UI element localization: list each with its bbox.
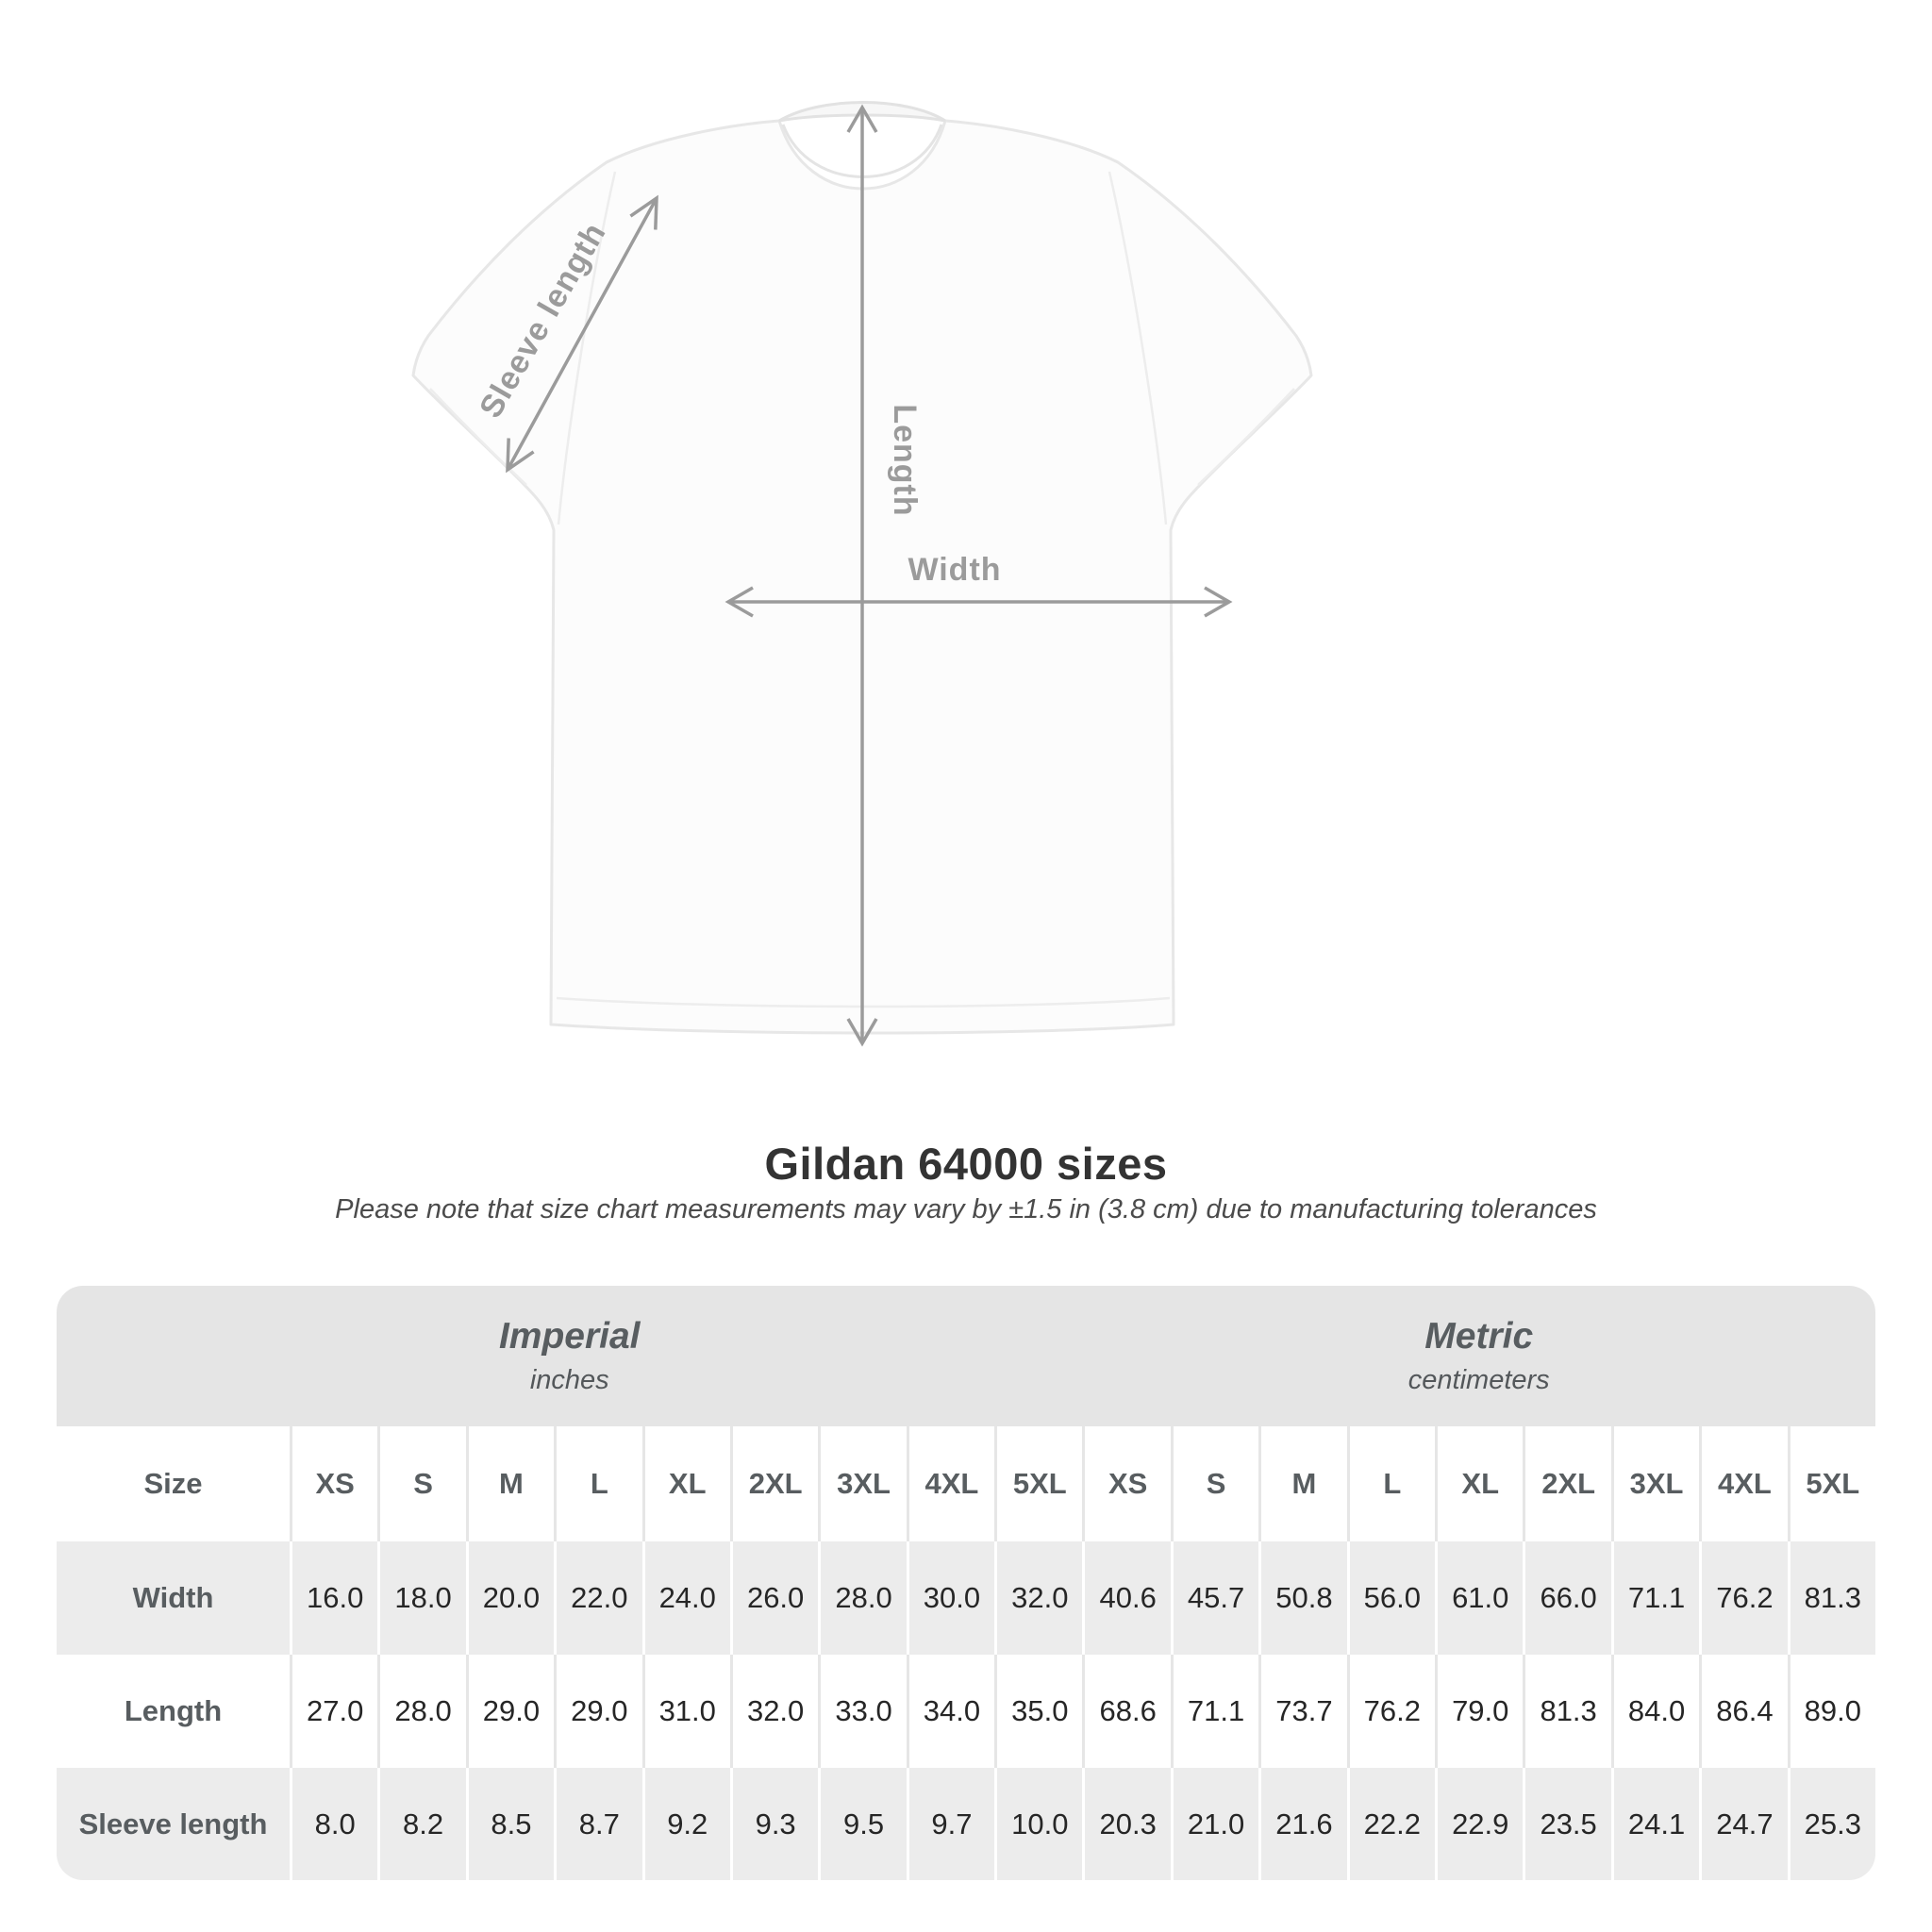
size-col-imperial-xl: XL (641, 1426, 730, 1541)
size-corner-label: Size (57, 1426, 290, 1541)
sleeve-length-metric-value: 25.3 (1787, 1768, 1875, 1880)
size-col-metric-m: M (1258, 1426, 1347, 1541)
left-armhole-seam (557, 171, 617, 525)
right-armhole-seam (1108, 171, 1168, 525)
sleeve-length-metric-value: 22.2 (1346, 1768, 1436, 1880)
sleeve-length-imperial-value: 8.7 (554, 1768, 642, 1880)
length-imperial-value: 29.0 (554, 1655, 642, 1768)
imperial-title: Imperial (498, 1316, 641, 1357)
size-col-metric-3xl: 3XL (1610, 1426, 1700, 1541)
width-metric-value: 66.0 (1523, 1541, 1611, 1655)
sleeve-length-metric-value: 22.9 (1435, 1768, 1524, 1880)
length-metric-value: 68.6 (1082, 1655, 1171, 1768)
size-col-imperial-xs: XS (290, 1426, 378, 1541)
size-table: Imperial inches Metric centimeters Size X… (57, 1286, 1875, 1880)
sleeve-length-imperial-value: 9.5 (818, 1768, 907, 1880)
length-metric-value: 73.7 (1258, 1655, 1347, 1768)
sleeve-length-metric-value: 24.7 (1699, 1768, 1788, 1880)
width-metric-value: 45.7 (1170, 1541, 1259, 1655)
length-label: Length (887, 404, 923, 516)
length-arrow (846, 104, 878, 1047)
width-imperial-value: 24.0 (641, 1541, 730, 1655)
width-label: Width (908, 552, 1001, 588)
sleeve-length-metric-value: 24.1 (1610, 1768, 1700, 1880)
sleeve-length-metric-value: 23.5 (1523, 1768, 1611, 1880)
length-metric-value: 89.0 (1787, 1655, 1875, 1768)
width-arrow (724, 586, 1233, 618)
row-label-width: Width (57, 1541, 290, 1655)
length-imperial-value: 31.0 (641, 1655, 730, 1768)
right-sleeve-hem (1197, 388, 1295, 486)
size-col-imperial-s: S (377, 1426, 466, 1541)
width-imperial-value: 22.0 (554, 1541, 642, 1655)
sleeve-length-imperial-value: 9.2 (641, 1768, 730, 1880)
width-metric-value: 81.3 (1787, 1541, 1875, 1655)
sleeve-length-imperial-value: 10.0 (994, 1768, 1083, 1880)
size-col-metric-2xl: 2XL (1523, 1426, 1611, 1541)
length-imperial-value: 29.0 (465, 1655, 555, 1768)
width-metric-value: 56.0 (1346, 1541, 1436, 1655)
size-col-metric-l: L (1346, 1426, 1436, 1541)
sleeve-length-imperial-value: 9.7 (906, 1768, 995, 1880)
width-metric-value: 40.6 (1082, 1541, 1171, 1655)
imperial-header: Imperial inches (57, 1286, 1083, 1426)
metric-title: Metric (1424, 1316, 1534, 1357)
size-col-metric-4xl: 4XL (1699, 1426, 1788, 1541)
metric-unit: centimeters (1407, 1365, 1550, 1395)
length-imperial-value: 34.0 (906, 1655, 995, 1768)
size-col-metric-xl: XL (1435, 1426, 1524, 1541)
width-metric-value: 76.2 (1699, 1541, 1788, 1655)
tolerance-note: Please note that size chart measurements… (335, 1194, 1597, 1224)
length-metric-value: 76.2 (1346, 1655, 1436, 1768)
length-imperial-value: 28.0 (377, 1655, 466, 1768)
size-col-imperial-l: L (554, 1426, 642, 1541)
length-imperial-value: 27.0 (290, 1655, 378, 1768)
metric-header: Metric centimeters (1082, 1286, 1875, 1426)
width-imperial-value: 16.0 (290, 1541, 378, 1655)
imperial-unit: inches (529, 1365, 609, 1395)
length-metric-value: 84.0 (1610, 1655, 1700, 1768)
sleeve-length-metric-value: 21.6 (1258, 1768, 1347, 1880)
row-label-sleeve-length: Sleeve length (57, 1768, 290, 1880)
page-title: Gildan 64000 sizes (764, 1139, 1168, 1189)
width-metric-value: 71.1 (1610, 1541, 1700, 1655)
length-imperial-value: 33.0 (818, 1655, 907, 1768)
width-imperial-value: 20.0 (465, 1541, 555, 1655)
length-metric-value: 86.4 (1699, 1655, 1788, 1768)
size-col-metric-s: S (1170, 1426, 1259, 1541)
length-imperial-value: 32.0 (729, 1655, 819, 1768)
tshirt-measurement-diagram: Sleeve length Length Width (411, 101, 1313, 1047)
width-imperial-value: 32.0 (994, 1541, 1083, 1655)
width-metric-value: 50.8 (1258, 1541, 1347, 1655)
width-metric-value: 61.0 (1435, 1541, 1524, 1655)
size-col-imperial-m: M (465, 1426, 555, 1541)
size-col-metric-5xl: 5XL (1787, 1426, 1875, 1541)
left-sleeve-hem (429, 388, 527, 486)
sleeve-length-imperial-value: 9.3 (729, 1768, 819, 1880)
sleeve-length-metric-value: 21.0 (1170, 1768, 1259, 1880)
size-col-imperial-2xl: 2XL (729, 1426, 819, 1541)
row-label-length: Length (57, 1655, 290, 1768)
size-col-imperial-5xl: 5XL (994, 1426, 1083, 1541)
length-metric-value: 81.3 (1523, 1655, 1611, 1768)
sleeve-length-imperial-value: 8.5 (465, 1768, 555, 1880)
sleeve-length-metric-value: 20.3 (1082, 1768, 1171, 1880)
length-metric-value: 79.0 (1435, 1655, 1524, 1768)
sleeve-length-arrow (506, 194, 658, 474)
sleeve-length-imperial-value: 8.0 (290, 1768, 378, 1880)
length-metric-value: 71.1 (1170, 1655, 1259, 1768)
width-imperial-value: 18.0 (377, 1541, 466, 1655)
size-col-metric-xs: XS (1082, 1426, 1171, 1541)
size-col-imperial-3xl: 3XL (818, 1426, 907, 1541)
length-imperial-value: 35.0 (994, 1655, 1083, 1768)
sleeve-length-imperial-value: 8.2 (377, 1768, 466, 1880)
width-imperial-value: 28.0 (818, 1541, 907, 1655)
size-col-imperial-4xl: 4XL (906, 1426, 995, 1541)
width-imperial-value: 30.0 (906, 1541, 995, 1655)
width-imperial-value: 26.0 (729, 1541, 819, 1655)
bottom-hem (556, 996, 1171, 1008)
